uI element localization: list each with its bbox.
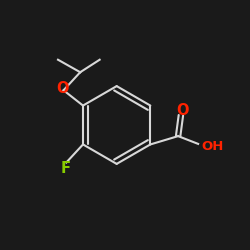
Text: OH: OH xyxy=(202,140,224,152)
Text: F: F xyxy=(61,160,71,176)
Text: O: O xyxy=(57,82,69,96)
Text: O: O xyxy=(176,103,188,118)
